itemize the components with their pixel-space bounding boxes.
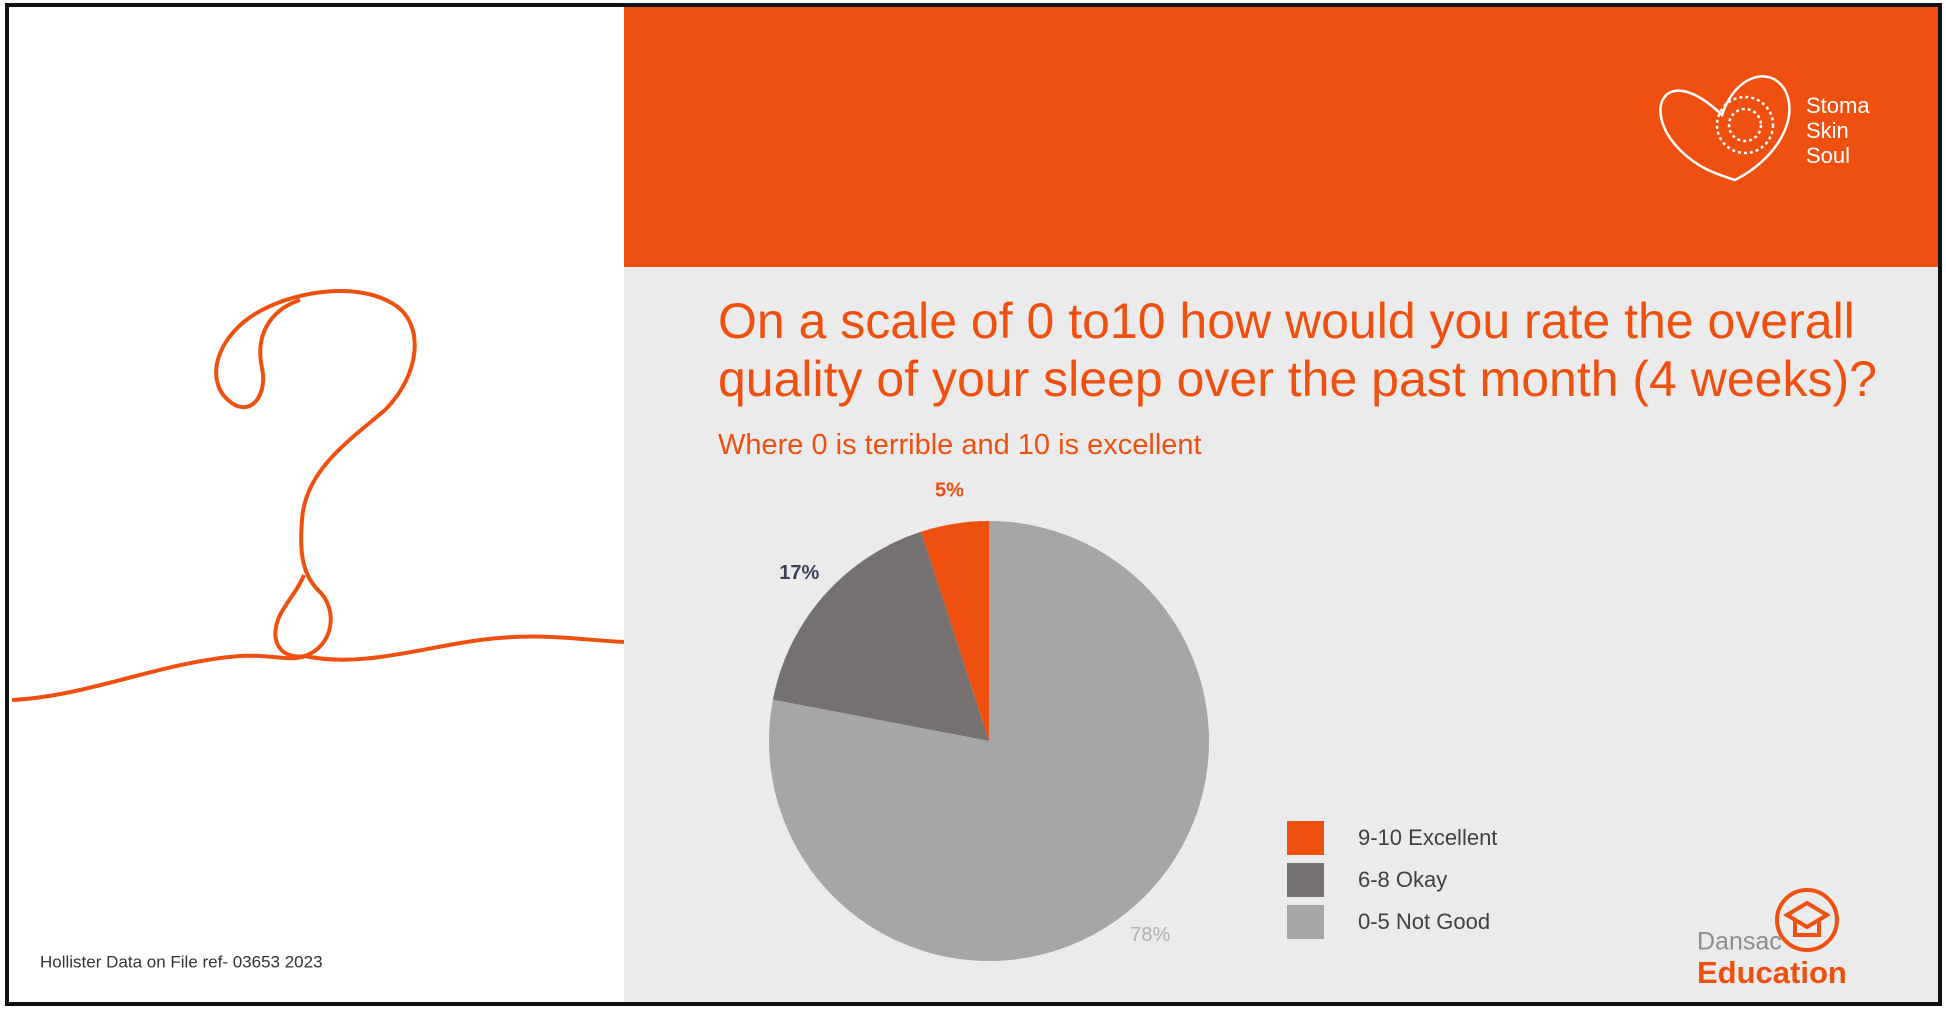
data-label: 78%: [1130, 924, 1170, 946]
legend-swatch: [1287, 905, 1324, 939]
logo-text: Skin: [1806, 118, 1849, 143]
brand-name: Dansac: [1697, 928, 1782, 956]
footnote: Hollister Data on File ref- 03653 2023: [40, 952, 323, 971]
data-label: 5%: [935, 479, 964, 501]
question-mark-illustration: [11, 289, 625, 702]
legend-label: 9-10 Excellent: [1358, 825, 1497, 850]
legend-swatch: [1287, 863, 1324, 897]
chart-subtitle: Where 0 is terrible and 10 is excellent: [718, 429, 1202, 461]
logo-text: Soul: [1806, 143, 1850, 168]
legend-swatch: [1287, 821, 1324, 855]
pie-slice: [772, 531, 989, 741]
brand-tagline: Education: [1697, 955, 1847, 990]
chart-title-block: On a scale of 0 to10 how would you rate …: [718, 292, 1878, 474]
pie-slice: [769, 521, 1209, 961]
brand-icon: [1775, 888, 1839, 952]
data-label: 17%: [779, 562, 819, 584]
legend-label: 0-5 Not Good: [1358, 909, 1490, 934]
header-band: [624, 7, 1938, 267]
legend-label: 6-8 Okay: [1358, 867, 1447, 892]
pie-chart: 5% 9-10 Excellent 17% 6-8 Okay 78% 0-5 Not Go…: [769, 479, 1497, 961]
logo-heart: [1659, 75, 1791, 182]
chart-title: On a scale of 0 to10 how would you rate …: [718, 293, 1877, 407]
logo-text: Stoma: [1806, 93, 1870, 118]
pie-slice: [921, 521, 989, 741]
